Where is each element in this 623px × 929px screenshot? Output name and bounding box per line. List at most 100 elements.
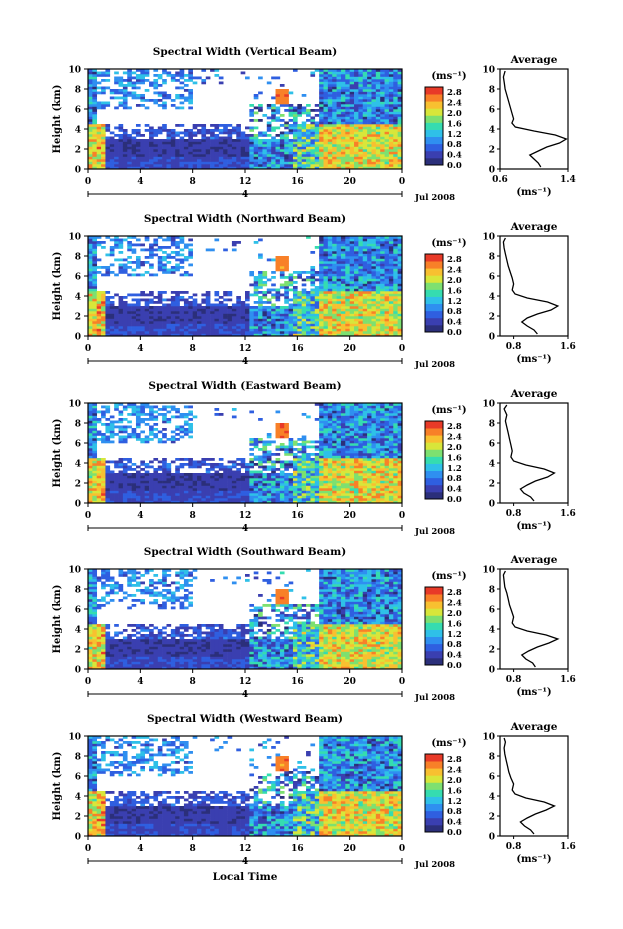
heatmap-cell: [314, 333, 320, 337]
heatmap-cell: [122, 470, 128, 474]
heatmap-cell: [92, 261, 98, 264]
heatmap-cell: [223, 493, 228, 496]
heatmap-cell: [140, 313, 145, 317]
heatmap-cell: [179, 430, 185, 434]
x-tick-label: 16: [291, 344, 304, 354]
heatmap-cell: [371, 303, 377, 307]
heatmap-cell: [397, 89, 403, 92]
heatmap-cell: [388, 268, 394, 272]
heatmap-cell: [131, 139, 137, 142]
heatmap-cell: [371, 238, 377, 242]
heatmap-cell: [101, 433, 106, 436]
heatmap-cell: [192, 149, 198, 152]
heatmap-cell: [153, 91, 159, 95]
heatmap-cell: [319, 333, 324, 337]
heatmap-cell: [192, 166, 198, 170]
heatmap-cell: [354, 241, 359, 244]
heatmap-cell: [105, 485, 111, 489]
heatmap-cell: [192, 146, 198, 150]
heatmap-cell: [188, 131, 193, 135]
heatmap-cell: [362, 303, 368, 307]
heatmap-cell: [266, 475, 272, 479]
heatmap-cell: [271, 109, 276, 112]
heatmap-cell: [288, 91, 294, 95]
heatmap-cell: [249, 473, 255, 476]
heatmap-cell: [162, 465, 167, 469]
heatmap-cell: [166, 321, 172, 324]
heatmap-cell: [258, 298, 263, 302]
heatmap-cell: [336, 86, 342, 90]
heatmap-cell: [367, 76, 372, 80]
colorbar-tick-label: 1.6: [447, 119, 462, 129]
heatmap-cell: [393, 79, 398, 82]
heatmap-cell: [323, 151, 329, 155]
heatmap-cell: [188, 321, 193, 324]
heatmap-cell: [114, 333, 119, 337]
heatmap-cell: [323, 124, 329, 127]
heatmap-cell: [362, 318, 368, 322]
heatmap-cell: [183, 79, 189, 82]
heatmap-cell: [271, 271, 276, 274]
heatmap-cell: [266, 166, 272, 170]
heatmap-cell: [262, 488, 268, 491]
heatmap-cell: [188, 318, 193, 322]
heatmap-cell: [231, 248, 237, 252]
heatmap-cell: [323, 313, 329, 317]
heatmap-cell: [223, 129, 228, 132]
heatmap-cell: [314, 166, 320, 170]
heatmap-cell: [367, 84, 372, 87]
heatmap-cell: [388, 136, 394, 140]
heatmap-cell: [223, 293, 228, 297]
heatmap-cell: [340, 134, 346, 137]
heatmap-cell: [288, 331, 294, 334]
heatmap-cell: [245, 490, 250, 494]
heatmap-cell: [332, 121, 337, 125]
heatmap-cell: [162, 154, 167, 157]
heatmap-cell: [310, 136, 316, 140]
heatmap-cell: [332, 318, 337, 322]
heatmap-cell: [197, 473, 202, 476]
heatmap-cell: [266, 465, 272, 469]
heatmap-cell: [127, 241, 132, 244]
heatmap-cell: [375, 79, 381, 82]
heatmap-cell: [397, 76, 403, 80]
heatmap-cell: [380, 109, 385, 112]
heatmap-cell: [205, 478, 211, 481]
heatmap-cell: [170, 256, 176, 259]
heatmap-cell: [367, 268, 372, 272]
heatmap-cell: [166, 139, 172, 142]
heatmap-cell: [109, 149, 115, 152]
heatmap-cell: [384, 156, 390, 160]
heatmap-cell: [288, 111, 294, 115]
heatmap-cell: [92, 311, 98, 314]
heatmap-cell: [327, 331, 333, 334]
heatmap-cell: [380, 119, 385, 122]
heatmap-cell: [271, 119, 276, 122]
heatmap-cell: [201, 306, 207, 309]
heatmap-cell: [327, 276, 333, 279]
heatmap-cell: [310, 271, 316, 274]
heatmap-cell: [175, 96, 180, 100]
heatmap-cell: [144, 475, 150, 479]
heatmap-cell: [88, 470, 93, 474]
heatmap-cell: [336, 306, 342, 309]
heatmap-cell: [122, 94, 128, 97]
heatmap-cell: [323, 131, 329, 135]
heatmap-cell: [218, 413, 224, 416]
heatmap-cell: [223, 144, 228, 147]
heatmap-cell: [310, 121, 316, 125]
heatmap-cell: [122, 156, 128, 160]
heatmap-cell: [345, 301, 350, 304]
heatmap-cell: [249, 465, 255, 469]
heatmap-cell: [157, 465, 163, 469]
heatmap-cell: [153, 161, 159, 165]
heatmap-cell: [183, 96, 189, 100]
heatmap-cell: [362, 86, 368, 90]
heatmap-cell: [271, 478, 276, 481]
heatmap-cell: [214, 465, 220, 469]
heatmap-cell: [358, 131, 364, 135]
heatmap-cell: [297, 308, 302, 312]
heatmap-cell: [262, 326, 268, 329]
heatmap-cell: [380, 321, 385, 324]
heatmap-cell: [92, 443, 98, 446]
